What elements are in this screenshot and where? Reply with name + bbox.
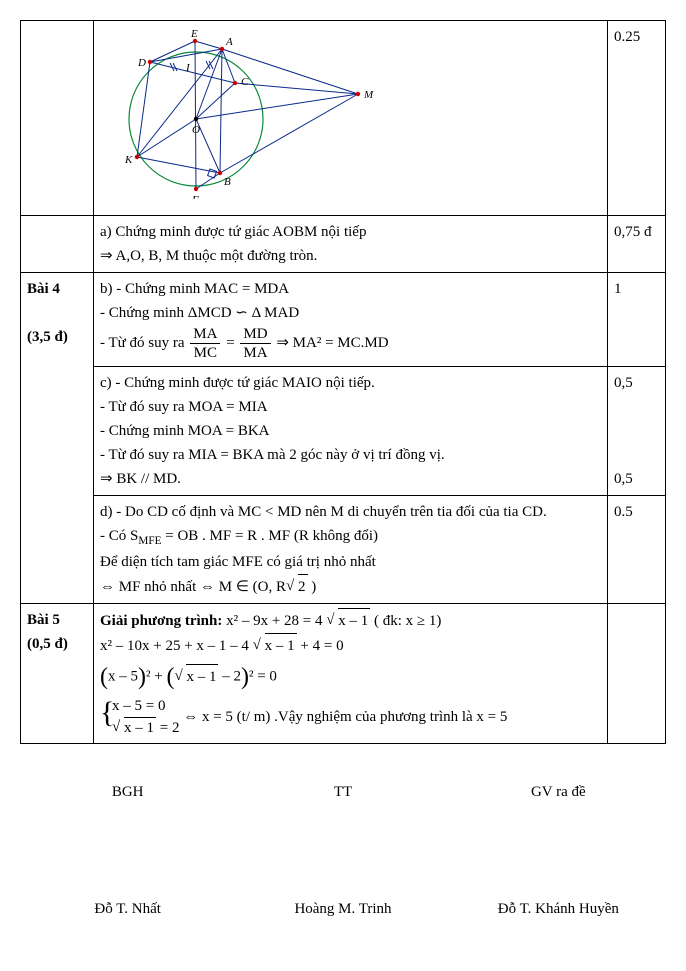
svg-text:K: K — [124, 154, 133, 166]
svg-text:F: F — [191, 194, 199, 199]
svg-text:E: E — [190, 29, 198, 40]
answer-key-table: EADICOMKBF 0.25 a) Chứng minh được tứ gi… — [20, 20, 666, 744]
score-cell: 1 — [608, 273, 666, 367]
content-cell: c) - Chứng minh được tứ giác MAIO nội ti… — [94, 367, 608, 496]
figure-cell: EADICOMKBF — [94, 21, 608, 216]
score-cell: 0.5 — [608, 496, 666, 604]
score-cell: 0.25 — [608, 21, 666, 216]
svg-text:O: O — [192, 124, 200, 136]
footer-tt: TT — [235, 784, 450, 801]
content-cell: Giải phương trình: x² – 9x + 28 = 4 x – … — [94, 604, 608, 744]
content-cell: a) Chứng minh được tứ giác AOBM nội tiếp… — [94, 216, 608, 273]
footer-names: Đỗ T. Nhất Hoàng M. Trinh Đỗ T. Khánh Hu… — [20, 901, 666, 918]
footer-titles: BGH TT GV ra đề — [20, 784, 666, 801]
content-cell: b) - Chứng minh MAC = MDA - Chứng minh Δ… — [94, 273, 608, 367]
row-label: Bài 4(3,5 đ) — [21, 273, 94, 604]
svg-text:B: B — [224, 176, 231, 188]
geometry-figure: EADICOMKBF — [110, 29, 390, 199]
score-cell: 0,50,5 — [608, 367, 666, 496]
row-label — [21, 21, 94, 216]
content-cell: d) - Do CD cố định và MC < MD nên M di c… — [94, 496, 608, 604]
svg-text:M: M — [363, 89, 374, 101]
footer-name-3: Đỗ T. Khánh Huyền — [451, 901, 666, 918]
row-label — [21, 216, 94, 273]
svg-text:D: D — [137, 57, 146, 69]
footer-name-2: Hoàng M. Trinh — [235, 901, 450, 918]
footer-name-1: Đỗ T. Nhất — [20, 901, 235, 918]
footer-bgh: BGH — [20, 784, 235, 801]
footer-gv: GV ra đề — [451, 784, 666, 801]
svg-text:C: C — [241, 76, 249, 88]
score-cell — [608, 604, 666, 744]
svg-text:A: A — [225, 36, 233, 48]
row-label: Bài 5(0,5 đ) — [21, 604, 94, 744]
score-cell: 0,75 đ — [608, 216, 666, 273]
